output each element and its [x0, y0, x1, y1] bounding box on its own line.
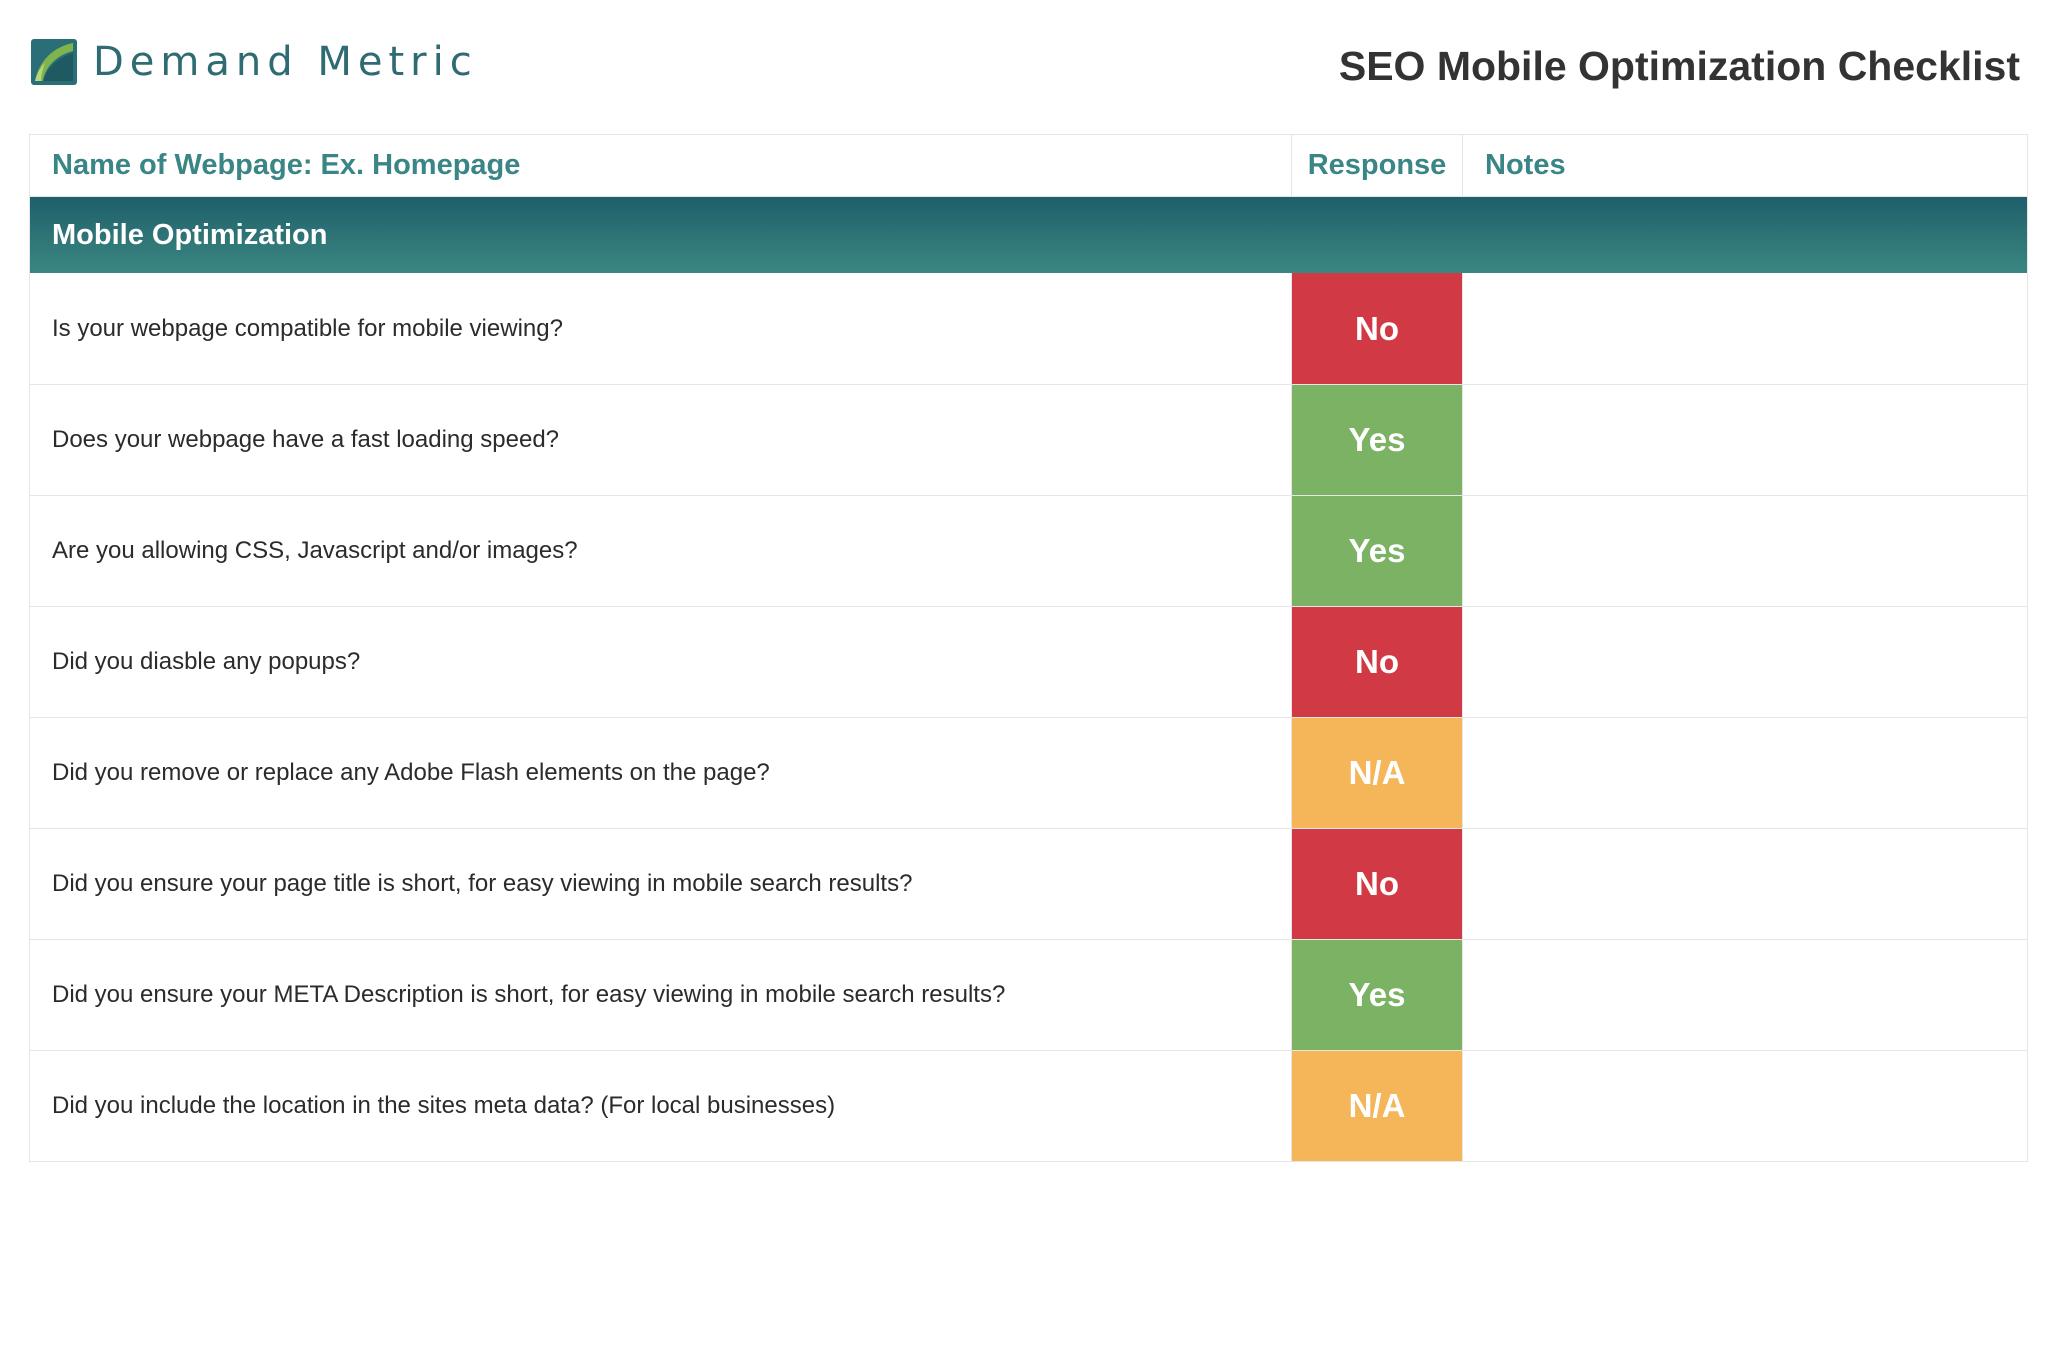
response-cell[interactable]: N/A [1292, 1051, 1463, 1161]
section-title: Mobile Optimization [52, 218, 328, 251]
question-text: Are you allowing CSS, Javascript and/or … [30, 496, 1292, 606]
checklist-row: Did you include the location in the site… [30, 1050, 2027, 1161]
question-text: Did you ensure your META Description is … [30, 940, 1292, 1050]
logo-wordmark: Demand Metric [93, 39, 478, 85]
page-header: Demand Metric SEO Mobile Optimization Ch… [0, 0, 2056, 130]
checklist-rows: Is your webpage compatible for mobile vi… [30, 273, 2027, 1161]
notes-cell[interactable] [1463, 385, 2027, 495]
checklist-row: Did you ensure your META Description is … [30, 939, 2027, 1050]
column-header-row: Name of Webpage: Ex. Homepage Response N… [30, 135, 2027, 197]
question-text: Did you diasble any popups? [30, 607, 1292, 717]
column-header-webpage-name: Name of Webpage: Ex. Homepage [30, 135, 1292, 196]
notes-cell[interactable] [1463, 940, 2027, 1050]
response-cell[interactable]: Yes [1292, 496, 1463, 606]
page-title: SEO Mobile Optimization Checklist [1338, 43, 2020, 89]
demand-metric-logo-icon [31, 39, 77, 85]
question-text: Did you remove or replace any Adobe Flas… [30, 718, 1292, 828]
notes-cell[interactable] [1463, 718, 2027, 828]
response-cell[interactable]: No [1292, 273, 1463, 384]
section-header: Mobile Optimization [30, 197, 2027, 273]
checklist-row: Are you allowing CSS, Javascript and/or … [30, 495, 2027, 606]
question-text: Did you ensure your page title is short,… [30, 829, 1292, 939]
notes-cell[interactable] [1463, 607, 2027, 717]
notes-cell[interactable] [1463, 273, 2027, 384]
checklist-row: Did you ensure your page title is short,… [30, 828, 2027, 939]
response-cell[interactable]: N/A [1292, 718, 1463, 828]
column-header-response: Response [1292, 135, 1463, 196]
question-text: Does your webpage have a fast loading sp… [30, 385, 1292, 495]
response-cell[interactable]: Yes [1292, 940, 1463, 1050]
checklist-table: Name of Webpage: Ex. Homepage Response N… [29, 134, 2028, 1162]
checklist-row: Does your webpage have a fast loading sp… [30, 384, 2027, 495]
notes-cell[interactable] [1463, 1051, 2027, 1161]
question-text: Is your webpage compatible for mobile vi… [30, 273, 1292, 384]
checklist-row: Did you remove or replace any Adobe Flas… [30, 717, 2027, 828]
checklist-row: Did you diasble any popups? No [30, 606, 2027, 717]
notes-cell[interactable] [1463, 496, 2027, 606]
checklist-row: Is your webpage compatible for mobile vi… [30, 273, 2027, 384]
notes-cell[interactable] [1463, 829, 2027, 939]
column-header-notes: Notes [1485, 149, 1566, 181]
response-cell[interactable]: Yes [1292, 385, 1463, 495]
question-text: Did you include the location in the site… [30, 1051, 1292, 1161]
response-cell[interactable]: No [1292, 829, 1463, 939]
demand-metric-logo: Demand Metric [29, 36, 478, 88]
response-cell[interactable]: No [1292, 607, 1463, 717]
